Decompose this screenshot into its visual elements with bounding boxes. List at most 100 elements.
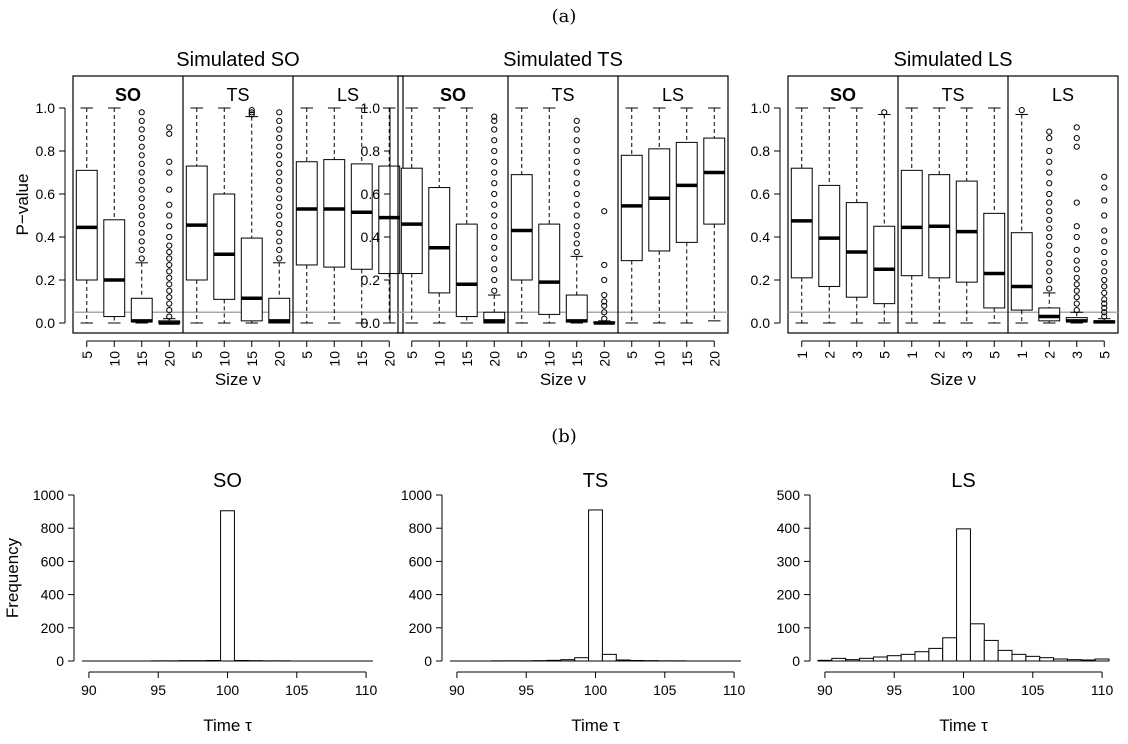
box-body [538,223,561,315]
outlier-point [1073,124,1080,131]
x-tick-label: 20 [271,351,287,367]
histogram-bar [1025,655,1041,662]
y-tick-label: 200 [41,620,65,636]
box-so-20 [483,113,506,324]
x-tick-label: 10 [651,351,667,367]
box-ts-10 [213,107,236,324]
box-body [1010,232,1033,311]
outlier-point [138,178,145,185]
outlier-point [601,261,608,269]
outlier-point [1046,251,1053,258]
outlier-point [166,158,173,165]
outlier-point [573,126,580,133]
outlier-point [1046,276,1053,284]
box-body [428,187,451,294]
box-body [185,165,208,281]
outlier-point [1073,223,1080,230]
outlier-point [276,152,283,159]
box-ts-2 [928,107,951,324]
box-ls-5 [1093,173,1116,324]
x-tick-label: 15 [244,351,260,367]
histogram-bar [1011,653,1027,662]
outlier-point [166,242,173,249]
box-body [983,212,1006,309]
y-tick-label: 0.6 [36,186,56,202]
outlier-point [166,248,173,256]
outlier-point [1101,309,1108,316]
outlier-point [1101,212,1108,219]
outlier-point [491,169,498,176]
y-axis-label: Frequency [3,537,22,618]
histogram-bar [601,653,617,662]
x-tick-label: 1 [1014,351,1030,359]
box-so-15 [455,107,478,324]
outlier-point [1046,180,1053,187]
outlier-point [1046,208,1053,215]
outlier-point [1073,266,1080,273]
histogram-bar [983,639,999,662]
outlier-point [573,223,580,230]
outlier-point [573,231,580,238]
outlier-point [1101,248,1108,256]
outlier-point [1046,199,1053,206]
box-ls-20 [703,107,726,322]
group-label: SO [115,85,141,105]
outlier-point [573,158,580,165]
outlier-point [1046,259,1053,266]
outlier-point [491,117,498,125]
y-tick-label: 0.8 [751,143,771,159]
box-body [790,167,813,279]
outlier-point [573,201,580,208]
x-tick-label: 100 [216,682,240,698]
x-tick-label: 5 [986,351,1002,359]
box-body [818,184,841,287]
x-tick-label: 105 [1021,682,1045,698]
outlier-point [276,126,283,133]
outlier-point [1046,169,1053,176]
histogram-bar [220,510,235,662]
outlier-point [166,130,173,137]
outlier-point [1046,285,1053,292]
outlier-point [276,143,283,150]
outlier-point [1046,135,1053,142]
box-body [75,169,98,281]
outlier-point [166,294,173,301]
x-tick-label: 20 [596,351,612,367]
group-label: LS [662,85,684,105]
x-tick-label: 90 [81,682,97,698]
outlier-point [1101,296,1108,303]
y-axis-label: P−value [13,174,32,236]
outlier-point [1073,199,1080,206]
outlier-point [138,135,145,142]
outlier-point [166,268,173,275]
outlier-point [276,229,283,236]
y-tick-label: 0.4 [751,229,771,245]
box-body [130,297,153,323]
outlier-point [1046,128,1053,135]
outlier-point [1101,268,1108,275]
outlier-point [1018,107,1025,114]
outlier-point [573,180,580,187]
y-tick-label: 400 [409,587,433,603]
x-tick-label: 15 [459,351,475,367]
x-tick-label: 20 [381,351,397,367]
x-axis-label: Time τ [939,716,988,735]
histogram-bar [560,659,576,662]
box-ts-20 [268,109,291,324]
chart-title: SO [213,470,242,492]
outlier-point [573,212,580,219]
histogram-bar [1066,659,1082,662]
outlier-point [276,117,283,125]
outlier-point [1073,307,1080,314]
outlier-point [1101,313,1108,320]
outlier-point [601,208,608,215]
box-body [510,174,533,281]
box-ts-3 [955,107,978,324]
histogram-bar [831,657,847,662]
outlier-point [1046,147,1053,155]
x-tick-label: 20 [486,351,502,367]
box-ls-5 [295,107,318,324]
panel-label-b: (b) [551,426,577,447]
box-ls-5 [620,107,643,324]
outlier-point [166,212,173,219]
